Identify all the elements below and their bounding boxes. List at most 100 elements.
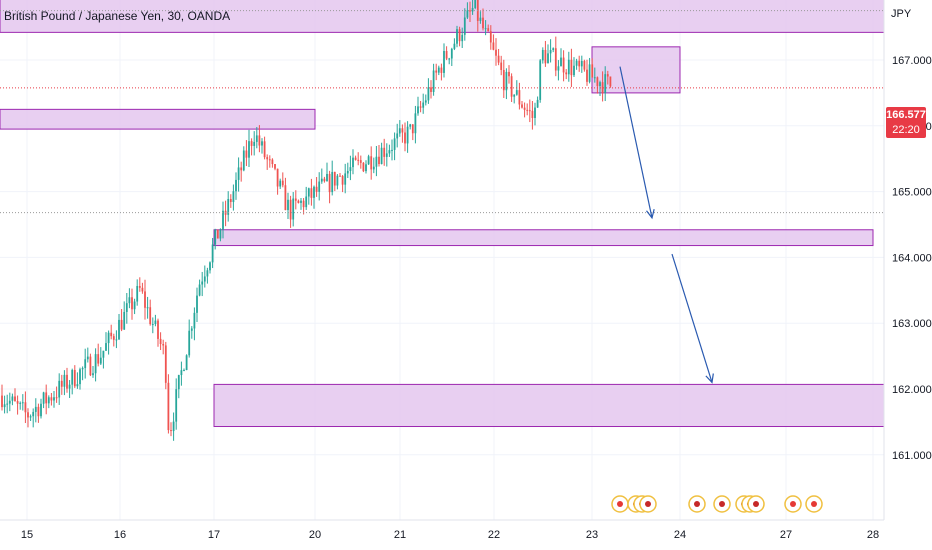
candle-body xyxy=(443,50,445,73)
zone-rect xyxy=(213,229,874,247)
candle-body xyxy=(424,100,427,103)
candle-body xyxy=(393,138,396,150)
candle-body xyxy=(125,303,128,312)
candle-body xyxy=(136,285,139,302)
candle-body xyxy=(222,210,224,230)
candle-body xyxy=(484,28,487,30)
candle-body xyxy=(445,50,448,59)
candle-body xyxy=(63,374,66,387)
candle-body xyxy=(487,28,490,32)
candle-body xyxy=(313,186,315,198)
event-marker-icon[interactable] xyxy=(688,495,706,513)
candle-body xyxy=(570,59,573,76)
candle-body xyxy=(604,74,607,93)
candle-body xyxy=(562,57,565,73)
candle-body xyxy=(599,82,601,87)
time-tick-label: 28 xyxy=(867,529,879,541)
candle-body xyxy=(385,153,388,157)
candles-layer xyxy=(1,0,612,441)
candle-body xyxy=(471,7,474,12)
candle-body xyxy=(297,200,300,203)
candle-body xyxy=(354,157,357,160)
candle-body xyxy=(370,156,373,170)
event-marker-icon[interactable] xyxy=(747,495,765,513)
candle-body xyxy=(144,291,146,308)
zone-rect xyxy=(213,383,885,428)
candle-body xyxy=(206,270,209,277)
candle-body xyxy=(492,42,495,50)
candle-body xyxy=(331,171,334,193)
candle-body xyxy=(198,284,201,296)
candle-body xyxy=(73,369,76,387)
candle-body xyxy=(417,106,419,114)
candle-body xyxy=(539,60,542,100)
candle-body xyxy=(21,402,24,404)
forecast-arrow-line xyxy=(671,253,713,383)
candle-body xyxy=(123,311,126,330)
candle-body xyxy=(578,60,581,67)
candle-body xyxy=(237,167,240,180)
candle-body xyxy=(248,141,250,158)
candle-body xyxy=(466,10,469,18)
candle-body xyxy=(513,94,516,97)
candle-body xyxy=(141,287,144,292)
event-markers[interactable] xyxy=(611,495,823,513)
event-marker-icon[interactable] xyxy=(713,495,731,513)
candle-body xyxy=(219,229,222,239)
forecast-arrow-head xyxy=(705,373,714,384)
candle-body xyxy=(565,72,568,75)
candle-body xyxy=(583,60,586,70)
candle-body xyxy=(528,110,531,112)
event-marker-icon[interactable] xyxy=(639,495,657,513)
time-tick-label: 15 xyxy=(21,529,33,541)
candle-body xyxy=(32,411,35,417)
candle-body xyxy=(341,176,344,185)
candle-body xyxy=(229,199,232,203)
time-tick-label: 16 xyxy=(114,529,126,541)
price-tick-label: 162.000 xyxy=(892,384,932,396)
candle-body xyxy=(183,370,185,372)
candle-body xyxy=(497,55,500,63)
candle-body xyxy=(580,60,583,67)
candle-body xyxy=(508,71,510,77)
candle-body xyxy=(320,178,323,182)
candle-body xyxy=(227,199,230,215)
candle-body xyxy=(261,141,263,146)
candle-body xyxy=(81,368,84,370)
candle-body xyxy=(448,58,451,60)
candle-body xyxy=(289,199,292,220)
candle-body xyxy=(162,344,165,346)
candle-body xyxy=(396,133,399,139)
time-tick-label: 21 xyxy=(394,529,406,541)
candle-body xyxy=(159,338,162,345)
candle-body xyxy=(515,90,518,95)
event-marker-icon[interactable] xyxy=(805,495,823,513)
time-tick-label: 17 xyxy=(208,529,220,541)
candle-body xyxy=(596,77,599,87)
candle-body xyxy=(157,320,159,339)
candle-body xyxy=(432,70,435,92)
candle-body xyxy=(86,356,89,360)
candle-body xyxy=(310,188,313,198)
candle-body xyxy=(359,160,362,163)
price-tick-label: 165.000 xyxy=(892,187,932,199)
candle-body xyxy=(266,157,269,160)
event-marker-icon[interactable] xyxy=(611,495,629,513)
candle-body xyxy=(1,395,3,408)
candle-body xyxy=(430,87,432,92)
candle-body xyxy=(450,48,453,59)
candle-body xyxy=(235,179,237,192)
event-marker-dot xyxy=(645,501,651,507)
candle-body xyxy=(344,173,347,185)
candle-body xyxy=(489,31,492,43)
candle-body xyxy=(6,403,9,405)
candle-body xyxy=(536,99,539,108)
forecast-arrow-line xyxy=(619,66,653,219)
candle-body xyxy=(552,48,555,50)
candle-body xyxy=(541,49,544,61)
candle-body xyxy=(55,397,58,399)
event-marker-icon[interactable] xyxy=(784,495,802,513)
candle-body xyxy=(300,200,302,203)
candle-body xyxy=(170,430,172,432)
